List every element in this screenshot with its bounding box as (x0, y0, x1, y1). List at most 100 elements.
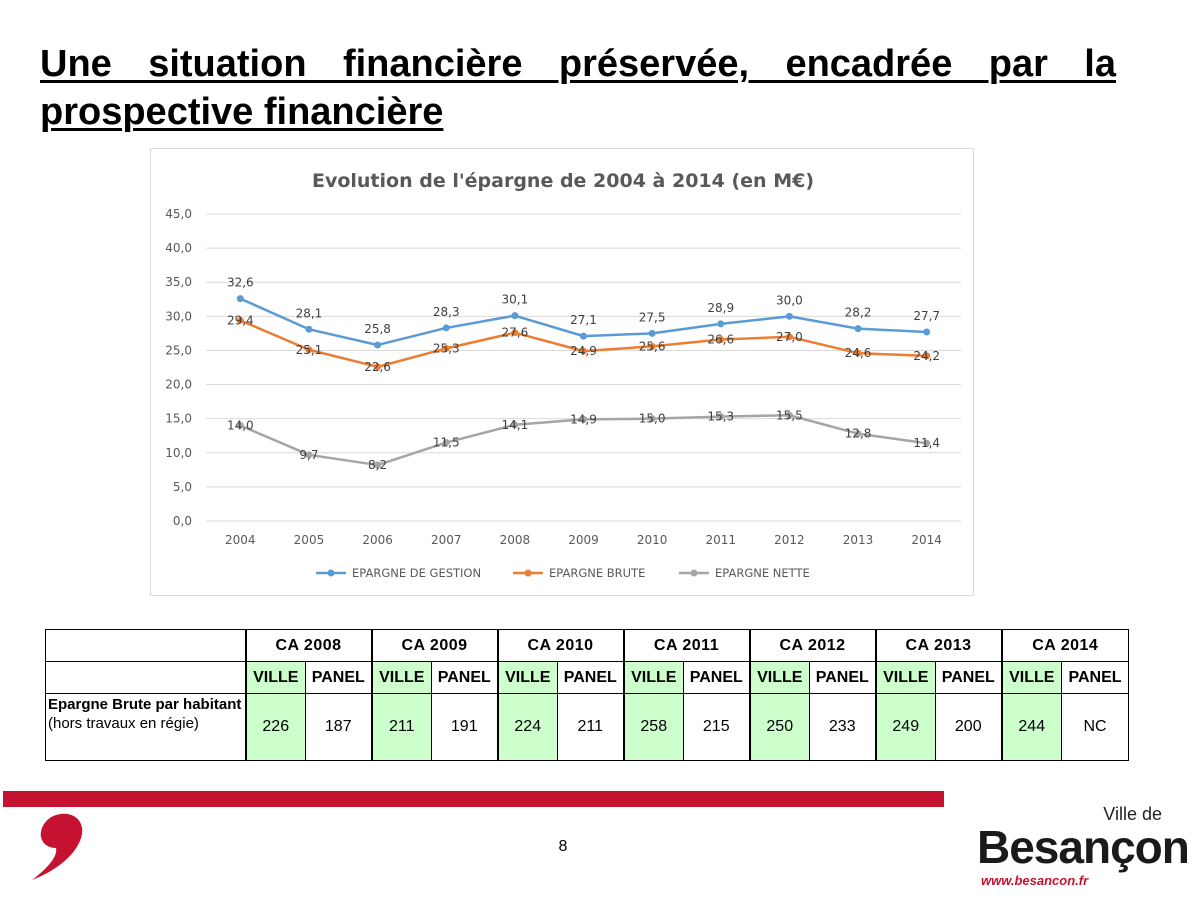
table-panel-value: 215 (682, 693, 751, 761)
data-point (785, 333, 793, 341)
data-point (580, 332, 587, 340)
data-label: 27,7 (913, 309, 940, 323)
x-tick-label: 2006 (362, 533, 393, 547)
data-point (854, 430, 862, 438)
data-label: 27,5 (639, 310, 666, 324)
data-label: 15,3 (707, 410, 734, 424)
data-point (648, 329, 656, 337)
data-point (236, 421, 244, 429)
table-panel-header: PANEL (1061, 661, 1130, 694)
legend-item: EPARGNE DE GESTION (316, 566, 481, 580)
data-label: 25,1 (296, 343, 323, 357)
data-point (785, 312, 793, 320)
data-point (717, 336, 725, 344)
data-point (374, 341, 382, 349)
x-tick-label: 2012 (774, 533, 805, 547)
data-label: 29,4 (227, 313, 254, 327)
data-label: 25,6 (639, 339, 666, 353)
data-point (923, 439, 931, 447)
data-label: 24,2 (913, 349, 940, 363)
table-ville-header: VILLE (748, 661, 811, 694)
data-label: 11,5 (433, 436, 460, 450)
x-tick-label: 2011 (705, 533, 736, 547)
data-label: 15,5 (776, 408, 803, 422)
slide-title: Une situation financière préservée, enca… (40, 40, 1116, 136)
table-year-header: CA 2008 (244, 629, 372, 662)
table-ville-value: 211 (370, 693, 432, 761)
legend-label: EPARGNE BRUTE (549, 566, 645, 580)
x-tick-label: 2014 (911, 533, 942, 547)
table-header-years: CA 2008 CA 2009 CA 2010 CA 2011 CA 2012 … (45, 629, 1130, 662)
x-tick-label: 2013 (843, 533, 874, 547)
data-point (717, 413, 725, 421)
data-label: 14,1 (502, 418, 529, 432)
data-point (511, 312, 519, 320)
data-label: 24,9 (570, 344, 597, 358)
data-point (923, 328, 931, 336)
chart-axes: 0,0 5,0 10,0 15,0 20,0 25,0 30,0 35,0 40,0 45,0 20… (165, 207, 942, 547)
slide-title-line1: Une situation financière préservée, enca… (40, 43, 1116, 85)
data-label: 30,1 (502, 293, 529, 307)
chart-canvas: Evolution de l'épargne de 2004 à 2014 (e… (165, 170, 961, 580)
y-tick-label: 40,0 (165, 241, 192, 255)
data-point (580, 347, 587, 355)
data-point (442, 439, 450, 447)
chart-title: Evolution de l'épargne de 2004 à 2014 (e… (312, 170, 814, 192)
data-label: 22,6 (364, 360, 391, 374)
data-point (442, 324, 450, 332)
y-tick-label: 5,0 (173, 480, 192, 494)
data-point (785, 411, 793, 419)
table-header-subcolumns: VILLE PANEL VILLE PANEL VILLE PANEL VILL… (45, 661, 1130, 694)
data-label: 30,0 (776, 293, 803, 307)
table-ville-header: VILLE (1000, 661, 1063, 694)
slide-title-line2: prospective financière (40, 91, 444, 133)
data-label: 25,8 (364, 322, 391, 336)
data-point (374, 461, 382, 469)
series-epargne-nette: 14,0 9,7 8,2 11,5 14,1 14,9 15,0 15,3 15,5 12,8 11… (227, 408, 940, 472)
table-year-header: CA 2009 (370, 629, 498, 662)
data-point (442, 344, 450, 352)
table-ville-header: VILLE (622, 661, 684, 694)
data-label: 28,9 (707, 301, 734, 315)
y-tick-label: 0,0 (173, 514, 192, 528)
savings-line-chart: Evolution de l'épargne de 2004 à 2014 (e… (150, 148, 974, 596)
data-point (580, 415, 587, 423)
table-ville-header: VILLE (874, 661, 937, 694)
y-tick-label: 30,0 (165, 309, 192, 323)
table-panel-value: NC (1061, 693, 1130, 761)
data-label: 15,0 (639, 412, 666, 426)
data-label: 27,1 (570, 313, 597, 327)
table-ville-value: 226 (244, 693, 306, 761)
table-ville-header: VILLE (244, 661, 306, 694)
legend-item: EPARGNE BRUTE (513, 566, 645, 580)
data-point (305, 346, 313, 354)
chart-gridlines (206, 213, 961, 522)
x-tick-label: 2010 (637, 533, 668, 547)
data-label: 25,3 (433, 341, 460, 355)
table-ville-value: 250 (748, 693, 811, 761)
data-point (236, 316, 244, 324)
table-panel-header: PANEL (557, 661, 624, 694)
table-row-label-rest: (hors travaux en régie) (48, 715, 199, 732)
table-row-label: Epargne Brute par habitant (hors travaux… (45, 693, 246, 761)
savings-per-capita-table: CA 2008 CA 2009 CA 2010 CA 2011 CA 2012 … (45, 629, 1130, 761)
table-ville-value: 249 (874, 693, 937, 761)
data-label: 28,1 (296, 306, 323, 320)
table-year-header: CA 2010 (496, 629, 624, 662)
table-year-header: CA 2014 (1000, 629, 1130, 662)
table-ville-value: 244 (1000, 693, 1063, 761)
legend-label: EPARGNE DE GESTION (352, 566, 481, 580)
chart-legend: EPARGNE DE GESTION EPARGNE BRUTE EPARGNE N… (316, 566, 810, 580)
data-label: 9,7 (299, 448, 318, 462)
x-tick-label: 2007 (431, 533, 462, 547)
data-point (511, 329, 519, 337)
data-label: 27,0 (776, 330, 803, 344)
table-panel-value: 200 (935, 693, 1003, 761)
x-tick-label: 2008 (500, 533, 531, 547)
page-number: 8 (558, 838, 568, 855)
table-empty-cell (45, 661, 246, 694)
table-ville-value: 258 (622, 693, 684, 761)
y-tick-label: 45,0 (165, 207, 192, 221)
data-point (648, 415, 656, 423)
data-label: 26,6 (707, 333, 734, 347)
